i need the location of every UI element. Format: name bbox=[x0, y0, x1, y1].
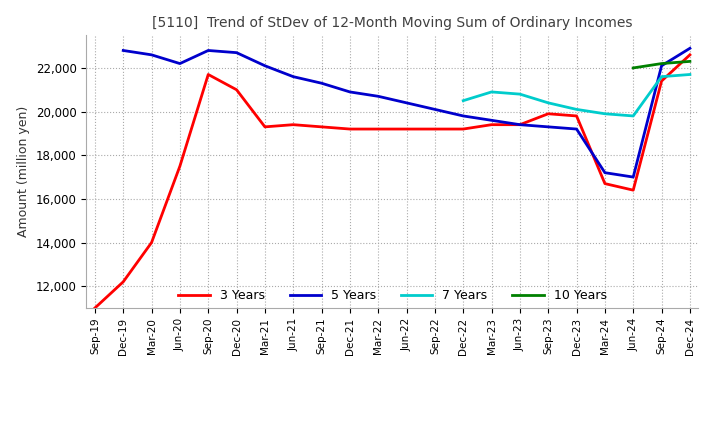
7 Years bbox=[572, 107, 581, 112]
5 Years bbox=[148, 52, 156, 58]
3 Years bbox=[487, 122, 496, 127]
3 Years bbox=[685, 52, 694, 58]
3 Years bbox=[91, 305, 99, 311]
3 Years bbox=[657, 78, 666, 84]
3 Years bbox=[204, 72, 212, 77]
Line: 7 Years: 7 Years bbox=[463, 74, 690, 116]
7 Years bbox=[600, 111, 609, 117]
5 Years bbox=[289, 74, 297, 79]
5 Years bbox=[176, 61, 184, 66]
3 Years bbox=[431, 126, 439, 132]
5 Years bbox=[685, 46, 694, 51]
3 Years bbox=[600, 181, 609, 186]
3 Years bbox=[402, 126, 411, 132]
10 Years bbox=[629, 65, 637, 70]
Legend: 3 Years, 5 Years, 7 Years, 10 Years: 3 Years, 5 Years, 7 Years, 10 Years bbox=[174, 284, 611, 307]
3 Years bbox=[629, 187, 637, 193]
5 Years bbox=[204, 48, 212, 53]
3 Years bbox=[289, 122, 297, 127]
5 Years bbox=[233, 50, 241, 55]
3 Years bbox=[148, 240, 156, 245]
7 Years bbox=[629, 114, 637, 119]
3 Years bbox=[374, 126, 382, 132]
3 Years bbox=[261, 124, 269, 129]
Line: 5 Years: 5 Years bbox=[123, 48, 690, 177]
5 Years bbox=[516, 122, 524, 127]
5 Years bbox=[459, 114, 467, 119]
Y-axis label: Amount (million yen): Amount (million yen) bbox=[17, 106, 30, 237]
3 Years bbox=[459, 126, 467, 132]
Title: [5110]  Trend of StDev of 12-Month Moving Sum of Ordinary Incomes: [5110] Trend of StDev of 12-Month Moving… bbox=[152, 16, 633, 30]
3 Years bbox=[572, 114, 581, 119]
Line: 3 Years: 3 Years bbox=[95, 55, 690, 308]
10 Years bbox=[685, 59, 694, 64]
3 Years bbox=[176, 164, 184, 169]
5 Years bbox=[374, 94, 382, 99]
5 Years bbox=[402, 100, 411, 106]
3 Years bbox=[119, 279, 127, 284]
5 Years bbox=[261, 63, 269, 68]
7 Years bbox=[685, 72, 694, 77]
7 Years bbox=[516, 92, 524, 97]
5 Years bbox=[629, 174, 637, 180]
3 Years bbox=[516, 122, 524, 127]
5 Years bbox=[431, 107, 439, 112]
5 Years bbox=[600, 170, 609, 175]
10 Years bbox=[657, 61, 666, 66]
3 Years bbox=[346, 126, 354, 132]
7 Years bbox=[657, 74, 666, 79]
5 Years bbox=[318, 81, 326, 86]
5 Years bbox=[346, 89, 354, 95]
5 Years bbox=[487, 117, 496, 123]
5 Years bbox=[119, 48, 127, 53]
3 Years bbox=[544, 111, 552, 117]
3 Years bbox=[318, 124, 326, 129]
5 Years bbox=[544, 124, 552, 129]
Line: 10 Years: 10 Years bbox=[633, 62, 690, 68]
7 Years bbox=[544, 100, 552, 106]
7 Years bbox=[459, 98, 467, 103]
3 Years bbox=[233, 87, 241, 92]
5 Years bbox=[572, 126, 581, 132]
5 Years bbox=[657, 63, 666, 68]
7 Years bbox=[487, 89, 496, 95]
